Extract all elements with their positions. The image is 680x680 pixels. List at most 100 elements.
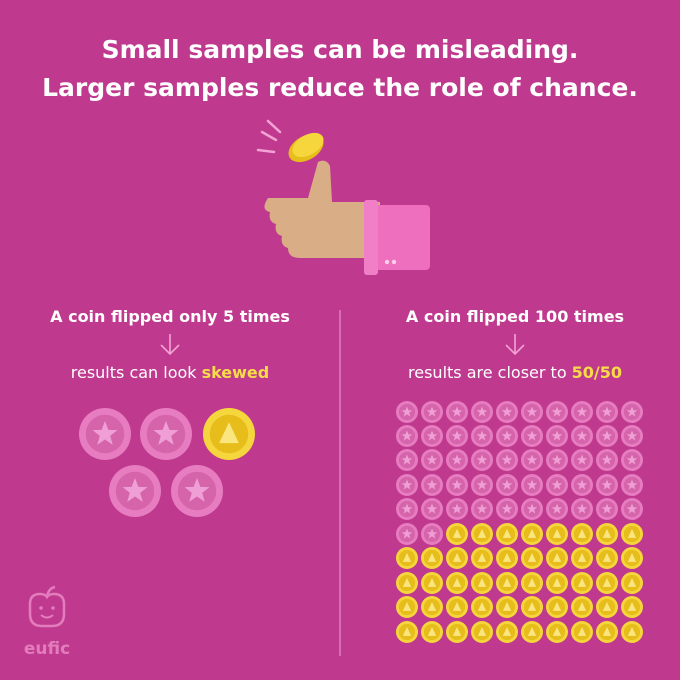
coin: [396, 596, 418, 618]
coin: [421, 596, 443, 618]
coin: [471, 474, 493, 496]
coin: [596, 523, 618, 545]
coin: [421, 474, 443, 496]
coin: [596, 547, 618, 569]
coin: [546, 401, 568, 423]
coin: [621, 474, 643, 496]
coin: [546, 498, 568, 520]
coin: [496, 401, 518, 423]
coin: [621, 425, 643, 447]
coin: [396, 621, 418, 643]
coin: [496, 621, 518, 643]
coin: [421, 449, 443, 471]
coin-row: [396, 547, 643, 569]
coin: [621, 596, 643, 618]
arrow: [505, 334, 525, 356]
coin: [109, 465, 161, 517]
coin: [421, 401, 443, 423]
coin: [596, 572, 618, 594]
coin: [171, 465, 223, 517]
coin: [546, 547, 568, 569]
coin: [396, 523, 418, 545]
coin: [521, 596, 543, 618]
coin: [496, 474, 518, 496]
coin: [621, 449, 643, 471]
coin: [446, 425, 468, 447]
coin: [546, 474, 568, 496]
coin: [521, 621, 543, 643]
highlight: skewed: [202, 363, 270, 382]
coin: [596, 474, 618, 496]
coin: [521, 498, 543, 520]
coin: [396, 449, 418, 471]
coin: [396, 547, 418, 569]
left-heading: A coin flipped only 5 times: [50, 307, 290, 326]
coin: [546, 596, 568, 618]
coin: [621, 401, 643, 423]
coin: [496, 449, 518, 471]
coin-row: [396, 572, 643, 594]
coin: [471, 596, 493, 618]
coin-row: [396, 498, 643, 520]
coin: [521, 523, 543, 545]
coin: [446, 449, 468, 471]
coin: [471, 572, 493, 594]
coin: [446, 498, 468, 520]
coin: [546, 425, 568, 447]
coin: [546, 572, 568, 594]
coin-row: [396, 425, 643, 447]
coin: [596, 449, 618, 471]
coin: [446, 572, 468, 594]
coin: [471, 425, 493, 447]
coin: [546, 523, 568, 545]
coin: [79, 408, 131, 460]
coin: [521, 449, 543, 471]
coin-row: [396, 621, 643, 643]
coin: [596, 498, 618, 520]
coin: [596, 621, 618, 643]
coin: [471, 449, 493, 471]
coin: [571, 572, 593, 594]
coin: [446, 547, 468, 569]
coin: [496, 498, 518, 520]
coin: [396, 474, 418, 496]
coin-row: [396, 596, 643, 618]
coin: [496, 425, 518, 447]
coin: [571, 621, 593, 643]
coin: [421, 547, 443, 569]
highlight: 50/50: [572, 363, 622, 382]
coin: [421, 498, 443, 520]
coin: [571, 523, 593, 545]
coin: [621, 498, 643, 520]
coin-row: [396, 474, 643, 496]
coin-row: [396, 523, 643, 545]
arrow: [160, 334, 180, 356]
coin: [446, 596, 468, 618]
coin: [421, 523, 443, 545]
result-text: results are closer to: [408, 363, 567, 382]
coin: [421, 425, 443, 447]
coin: [446, 523, 468, 545]
coin: [471, 547, 493, 569]
left-result: results can look skewed: [71, 363, 269, 382]
coin: [496, 596, 518, 618]
coin: [571, 449, 593, 471]
coin: [621, 523, 643, 545]
coin: [546, 621, 568, 643]
coin: [521, 401, 543, 423]
coin: [621, 621, 643, 643]
logo-text: eufic: [24, 639, 70, 659]
coin: [596, 401, 618, 423]
coin: [546, 449, 568, 471]
coin: [571, 401, 593, 423]
coin: [203, 408, 255, 460]
title-line: Small samples can be misleading.: [102, 35, 579, 64]
coin: [471, 523, 493, 545]
coin: [396, 572, 418, 594]
coin: [496, 547, 518, 569]
right-result: results are closer to 50/50: [408, 363, 622, 382]
coin: [421, 621, 443, 643]
right-heading: A coin flipped 100 times: [406, 307, 624, 326]
coin: [571, 547, 593, 569]
